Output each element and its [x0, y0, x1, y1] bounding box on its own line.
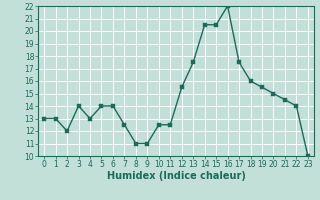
X-axis label: Humidex (Indice chaleur): Humidex (Indice chaleur)	[107, 171, 245, 181]
